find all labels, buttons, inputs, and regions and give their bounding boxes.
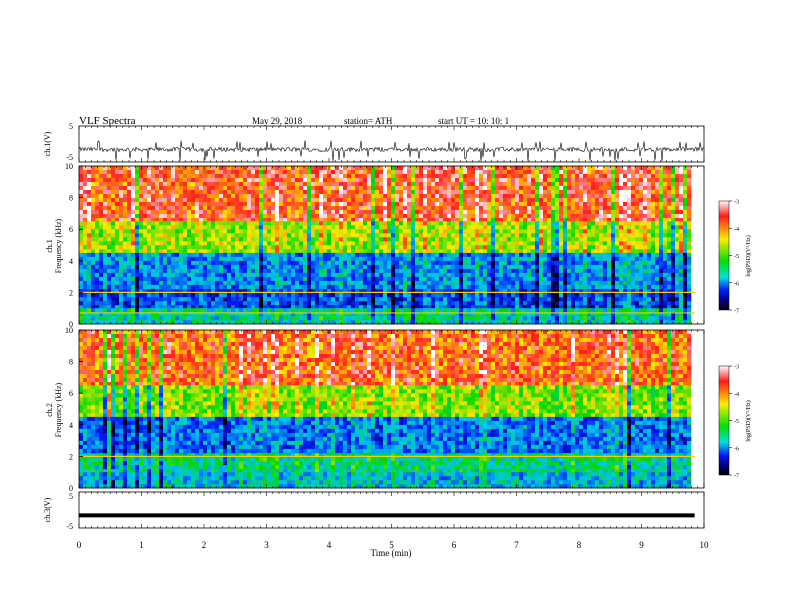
ch3-waveform-frame	[78, 491, 705, 529]
time-tick-label: 9	[639, 540, 644, 550]
time-tick-label: 2	[202, 540, 207, 550]
time-tick-label: 0	[77, 540, 82, 550]
freq-tick-label: 0	[69, 320, 73, 329]
freq-tick-label: 8	[69, 358, 73, 367]
ch1-colorbar-scale	[718, 200, 730, 311]
colorbar-tick-label: -4	[734, 392, 739, 398]
ch3-ytick-top: 5	[69, 492, 73, 501]
ch1-waveform-ylabel: ch.1(V)	[43, 131, 52, 156]
freq-tick-label: 8	[69, 194, 73, 203]
freq-tick-label: 4	[69, 257, 73, 266]
freq-tick-label: 10	[65, 326, 73, 335]
ch2-colorbar-label: log(PSD)(V²/Hz)	[745, 400, 752, 441]
colorbar-tick-label: -5	[734, 254, 739, 260]
colorbar-tick-label: -6	[734, 446, 739, 452]
colorbar-tick-label: -7	[734, 474, 739, 480]
ch3-waveform-ylabel: ch.3(V)	[43, 497, 52, 522]
time-tick-label: 10	[700, 540, 710, 550]
colorbar-tick-label: -3	[734, 200, 739, 206]
station-label: station= ATH	[344, 116, 393, 126]
ch2-spectrogram-panel: 10 8 6 4 2 0 ch.2 Frequency (kHz)	[45, 326, 705, 493]
time-tick-label: 3	[264, 540, 269, 550]
colorbar-tick-label: -7	[734, 309, 739, 315]
ch2-spectrogram-image	[79, 330, 695, 489]
ch1-spectrogram-ylabel: Frequency (kHz)	[54, 218, 63, 273]
colorbar-tick-label: -3	[734, 365, 739, 371]
freq-tick-label: 10	[65, 162, 73, 171]
colorbar-tick-label: -5	[734, 419, 739, 425]
freq-tick-label: 6	[69, 225, 73, 234]
ch1-colorbar: -3 -4 -5 -6 -7 log(PSD)(V²/Hz)	[718, 200, 752, 315]
time-tick-label: 7	[514, 540, 519, 550]
ch1-ytick-top: 5	[69, 122, 73, 131]
time-tick-label: 4	[327, 540, 332, 550]
ch2-colorbar: -3 -4 -5 -6 -7 log(PSD)(V²/Hz)	[718, 365, 752, 480]
time-tick-label: 1	[139, 540, 144, 550]
freq-tick-label: 6	[69, 389, 73, 398]
ch1-spectrogram-image	[79, 166, 695, 325]
time-tick-label: 5	[389, 540, 394, 550]
start-time-label: start UT = 10: 10: 1	[438, 116, 509, 126]
ch1-colorbar-label: log(PSD)(V²/Hz)	[745, 235, 752, 276]
ch3-ytick-bottom: -5	[66, 522, 73, 531]
time-axis-label: Time (min)	[371, 548, 412, 558]
ch1-waveform-line	[78, 140, 705, 162]
ch2-spectrogram-ylabel-channel: ch.2	[45, 403, 54, 417]
ch2-colorbar-scale	[718, 365, 730, 476]
time-tick-label: 6	[452, 540, 457, 550]
time-tick-label: 8	[577, 540, 582, 550]
ch1-ytick-bottom: -5	[66, 153, 73, 162]
ch1-spectrogram-ylabel-channel: ch.1	[45, 239, 54, 253]
freq-tick-label: 2	[69, 288, 73, 297]
colorbar-tick-label: -4	[734, 227, 739, 233]
ch1-waveform-panel: 5 -5 ch.1(V)	[43, 122, 705, 163]
ch3-waveform-panel: 5 -5 ch.3(V)	[43, 491, 705, 531]
time-axis: 0 1 2 3 4 5 6 7 8 9 10	[77, 126, 709, 550]
date-label: May 29, 2018	[252, 116, 303, 126]
ch1-spectrogram-panel: 10 8 6 4 2 0 ch.1 Frequency (kHz)	[45, 162, 705, 329]
colorbar-tick-label: -6	[734, 281, 739, 287]
freq-tick-label: 2	[69, 452, 73, 461]
freq-tick-label: 0	[69, 484, 73, 493]
figure-title: VLF Spectra	[79, 115, 136, 127]
ch2-spectrogram-ylabel: Frequency (kHz)	[54, 382, 63, 437]
freq-tick-label: 4	[69, 421, 73, 430]
